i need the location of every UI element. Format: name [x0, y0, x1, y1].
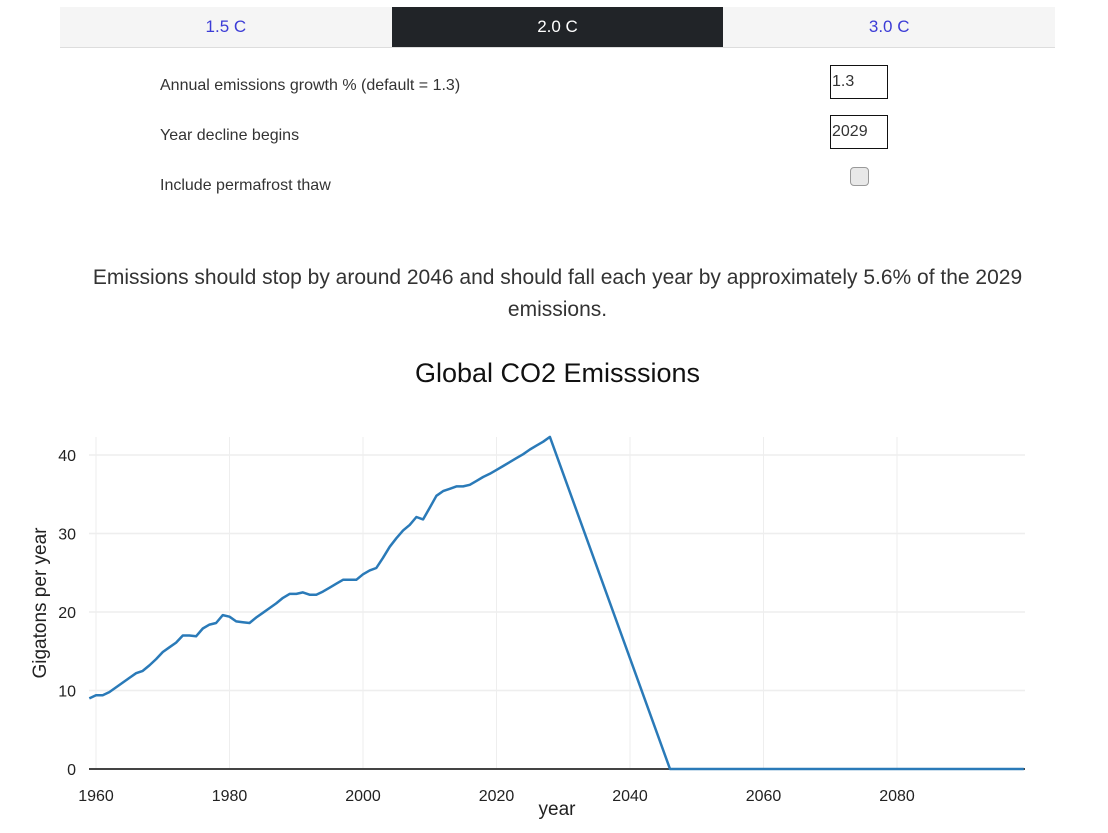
x-tick-labels: 1960 1980 2000 2020 2040 2060 2080 — [78, 788, 915, 805]
y-tick-labels: 0 10 20 30 40 — [58, 448, 76, 779]
x-tick-label: 2040 — [612, 788, 648, 805]
tab-1-5c[interactable]: 1.5 C — [205, 17, 247, 36]
y-tick-label: 0 — [67, 762, 76, 779]
summary-text: Emissions should stop by around 2046 and… — [92, 266, 1023, 321]
x-tick-label: 2020 — [479, 788, 515, 805]
tab-3-0c[interactable]: 3.0 C — [868, 17, 910, 36]
x-tick-label: 2000 — [345, 788, 381, 805]
permafrost-checkbox[interactable] — [850, 167, 869, 186]
decline-year-row: Year decline begins — [160, 115, 900, 165]
x-tick-label: 2060 — [746, 788, 782, 805]
decline-year-input[interactable] — [830, 115, 888, 149]
y-tick-label: 10 — [58, 684, 76, 701]
x-axis-title: year — [539, 799, 577, 820]
x-tick-label: 1960 — [78, 788, 114, 805]
x-tick-label: 1980 — [212, 788, 248, 805]
y-tick-label: 40 — [58, 448, 76, 465]
permafrost-label: Include permafrost thaw — [160, 177, 331, 194]
x-tick-label: 2080 — [879, 788, 915, 805]
y-tick-label: 30 — [58, 527, 76, 544]
emissions-line — [88, 435, 1024, 771]
growth-input[interactable] — [830, 65, 888, 99]
scenario-tabs: 1.5 C 2.0 C 3.0 C — [60, 7, 1055, 48]
permafrost-row: Include permafrost thaw — [160, 167, 900, 215]
decline-year-label: Year decline begins — [160, 127, 300, 144]
y-axis-title: Gigatons per year — [30, 527, 51, 679]
tab-2-0c[interactable]: 2.0 C — [391, 7, 724, 47]
y-tick-label: 20 — [58, 605, 76, 622]
growth-label: Annual emissions growth % (default = 1.3… — [160, 77, 461, 94]
growth-row: Annual emissions growth % (default = 1.3… — [160, 65, 900, 115]
chart-title: Global CO2 Emisssions — [414, 358, 701, 388]
x-gridlines — [95, 437, 898, 769]
